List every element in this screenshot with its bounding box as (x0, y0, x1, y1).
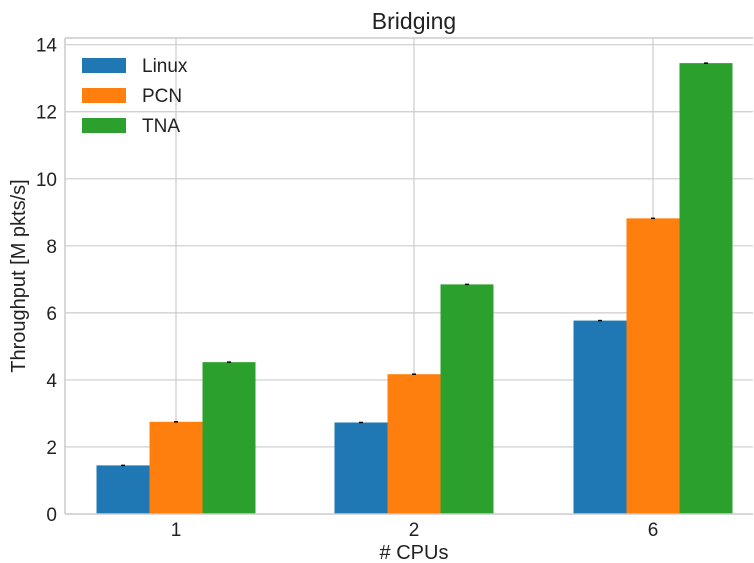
x-axis-label: # CPUs (380, 542, 449, 563)
x-tick-label: 1 (171, 520, 182, 541)
x-ticks: 1 2 6 (171, 520, 659, 541)
bars (96, 62, 733, 515)
y-axis-label: Throughput [M pkts/s] (8, 179, 30, 372)
x-tick-label: 2 (409, 520, 420, 541)
y-tick-label: 0 (46, 505, 57, 526)
y-tick-label: 12 (36, 103, 57, 124)
legend-label-linux: Linux (142, 56, 188, 77)
x-tick-label: 6 (648, 520, 659, 541)
y-tick-label: 6 (46, 304, 57, 325)
bar-pcn-1 (149, 421, 203, 514)
y-tick-label: 10 (36, 170, 57, 191)
bar-linux-6 (573, 320, 627, 514)
y-tick-label: 4 (46, 371, 57, 392)
y-tick-label: 14 (36, 36, 58, 57)
y-tick-label: 2 (46, 438, 57, 459)
legend-label-pcn: PCN (142, 86, 182, 107)
bar-linux-1 (96, 465, 150, 514)
bar-tna-2 (440, 284, 494, 514)
axes (64, 37, 753, 515)
y-ticks: 0 2 4 6 8 10 12 14 (36, 36, 58, 526)
legend-label-tna: TNA (142, 116, 180, 137)
bar-pcn-6 (626, 218, 680, 514)
bar-tna-1 (202, 362, 256, 514)
legend: Linux PCN TNA (82, 56, 188, 137)
bar-pcn-2 (387, 374, 441, 514)
legend-swatch-tna (82, 118, 126, 133)
legend-swatch-linux (82, 58, 126, 73)
bar-tna-6 (679, 63, 733, 515)
chart-title: Bridging (372, 8, 456, 34)
y-tick-label: 8 (46, 237, 57, 258)
bar-linux-2 (334, 422, 388, 514)
legend-swatch-pcn (82, 88, 126, 103)
